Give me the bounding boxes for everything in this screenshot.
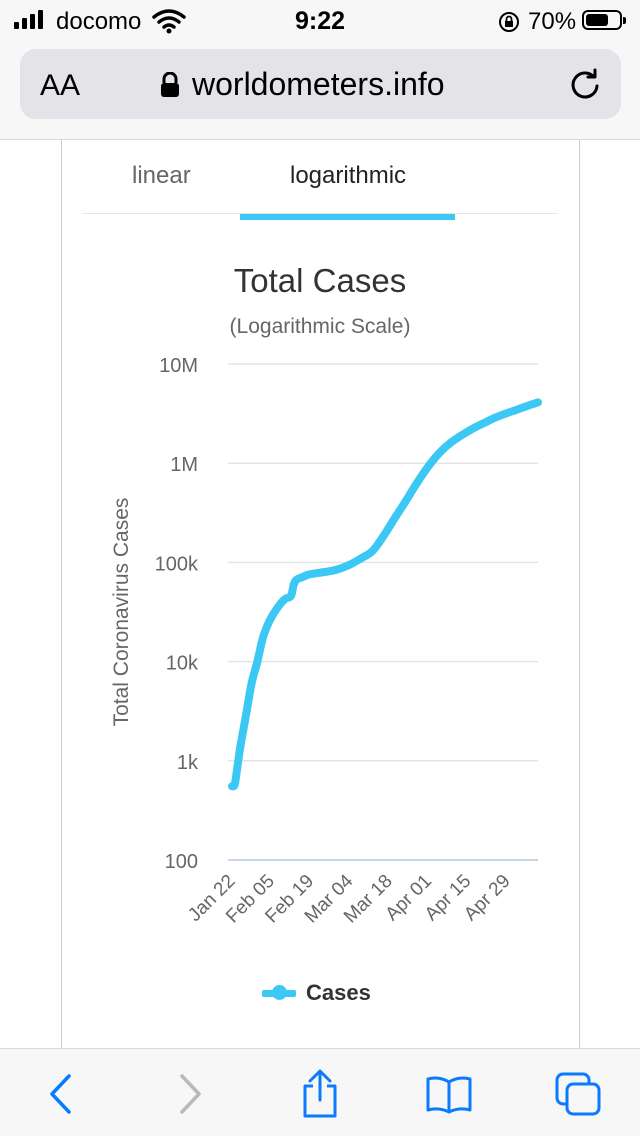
url-display[interactable]: worldometers.info bbox=[160, 66, 445, 103]
y-tick-label: 100 bbox=[165, 851, 198, 873]
chart-subtitle: (Logarithmic Scale) bbox=[229, 315, 411, 338]
text-size-button[interactable]: AA bbox=[40, 69, 80, 103]
back-icon bbox=[50, 1074, 71, 1114]
share-button[interactable] bbox=[295, 1069, 345, 1119]
tab-linear[interactable]: linear bbox=[132, 162, 191, 189]
back-button[interactable] bbox=[36, 1069, 86, 1119]
tabs-button[interactable] bbox=[553, 1069, 603, 1119]
legend-swatch bbox=[262, 985, 296, 1000]
url-host: worldometers.info bbox=[192, 66, 445, 102]
address-bar[interactable]: AA worldometers.info bbox=[20, 49, 621, 119]
y-tick-label: 10M bbox=[159, 355, 198, 377]
series-line-cases bbox=[228, 398, 542, 791]
text-size-label: AA bbox=[40, 69, 81, 102]
tab-divider bbox=[82, 213, 558, 214]
page-content bbox=[61, 140, 580, 1048]
forward-button[interactable] bbox=[165, 1069, 215, 1119]
signal-icon bbox=[14, 10, 43, 29]
chart-title: Total Cases bbox=[233, 262, 407, 299]
bookmarks-button[interactable] bbox=[424, 1069, 474, 1119]
share-icon bbox=[303, 1069, 337, 1118]
active-tab-indicator bbox=[240, 214, 455, 220]
bookmarks-icon bbox=[426, 1076, 472, 1114]
y-tick-label: 10k bbox=[166, 653, 199, 675]
forward-icon bbox=[180, 1074, 201, 1114]
reload-icon[interactable] bbox=[568, 67, 602, 101]
tabs-icon bbox=[555, 1072, 601, 1116]
legend-label-cases: Cases bbox=[306, 980, 371, 1005]
y-tick-label: 100k bbox=[155, 553, 199, 575]
clock: 9:22 bbox=[294, 7, 346, 35]
wifi-icon bbox=[152, 9, 186, 34]
battery-icon bbox=[582, 10, 626, 30]
status-bar: docomo 9:22 70% bbox=[0, 0, 640, 40]
chart-legend[interactable]: Cases bbox=[262, 980, 371, 1006]
tab-logarithmic[interactable]: logarithmic bbox=[290, 162, 407, 189]
carrier-name: docomo bbox=[56, 8, 142, 35]
battery-percent: 70% bbox=[528, 8, 577, 35]
orientation-lock-icon bbox=[499, 12, 519, 32]
lock-icon bbox=[161, 71, 179, 97]
y-tick-label: 1k bbox=[177, 752, 199, 774]
browser-address-area: AA worldometers.info bbox=[0, 40, 640, 140]
browser-toolbar bbox=[0, 1048, 640, 1136]
y-tick-label: 1M bbox=[170, 454, 198, 476]
